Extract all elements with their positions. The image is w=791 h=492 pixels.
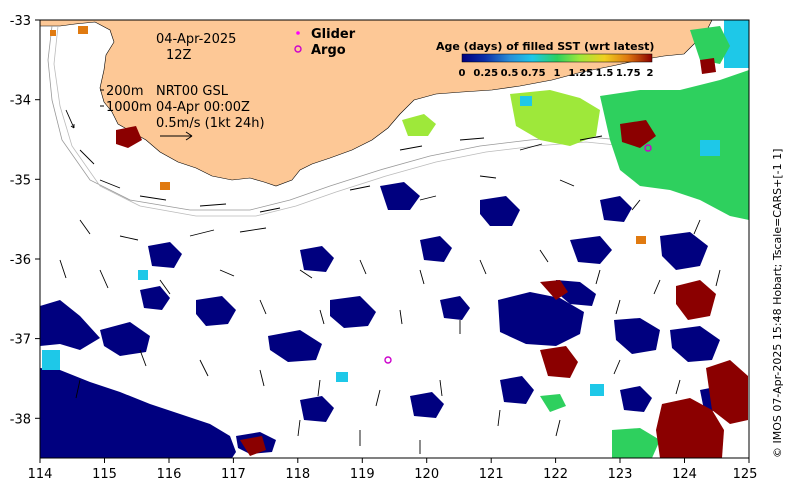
x-tick-label: 116 [157, 467, 182, 482]
y-tick-label: -37 [10, 333, 31, 348]
product-time-label: 04-Apr 00:00Z [156, 100, 250, 115]
x-axis-labels: 114 115 116 117 118 119 120 121 122 123 … [28, 467, 758, 482]
colorbar-tick: 0.75 [521, 68, 546, 79]
argo-legend-label: Argo [311, 43, 346, 58]
depth-1000-label: 1000m [106, 100, 152, 115]
y-axis-ticks [35, 19, 40, 419]
x-tick-label: 119 [350, 467, 375, 482]
age-one-regions [402, 26, 749, 458]
map-date: 04-Apr-2025 [156, 32, 236, 47]
colorbar-tick: 0 [459, 68, 466, 79]
argo-float-marker[interactable] [644, 144, 652, 152]
age-orange-specks [50, 26, 646, 244]
x-tick-label: 117 [221, 467, 246, 482]
colorbar [461, 53, 653, 63]
x-tick-label: 120 [414, 467, 439, 482]
depth-legend-ticks [100, 89, 104, 107]
y-tick-label: -35 [10, 173, 31, 188]
glider-legend-icon [296, 31, 300, 35]
current-vectors [59, 109, 721, 454]
map-hour: 12Z [166, 48, 192, 63]
colorbar-tick: 0.25 [473, 68, 498, 79]
colorbar-tick: 2 [647, 68, 654, 79]
age-light-blue-regions [42, 96, 720, 396]
age-two-regions [116, 58, 748, 458]
y-axis-labels: -33 -34 -35 -36 -37 -38 [10, 14, 31, 427]
y-tick-label: -34 [10, 94, 31, 109]
y-tick-label: -33 [10, 14, 31, 29]
colorbar-title: Age (days) of filled SST (wrt latest) [436, 40, 654, 53]
x-tick-label: 118 [285, 467, 310, 482]
credit-text: © IMOS 07-Apr-2025 15:48 Hobart; Tscale=… [771, 149, 784, 458]
x-tick-label: 121 [479, 467, 504, 482]
colorbar-tick-labels: 0 0.25 0.5 0.75 1 1.25 1.5 1.75 2 [459, 68, 654, 79]
x-tick-label: 125 [733, 467, 758, 482]
colorbar-tick: 1.5 [596, 68, 614, 79]
product-label: NRT00 GSL [156, 84, 229, 99]
colorbar-tick: 1.75 [616, 68, 641, 79]
age-zero-regions [40, 182, 732, 458]
x-tick-label: 114 [28, 467, 53, 482]
velocity-scale-label: 0.5m/s (1kt 24h) [156, 116, 265, 131]
x-tick-label: 124 [672, 467, 697, 482]
plot-frame [39, 19, 750, 459]
colorbar-tick: 1.25 [568, 68, 593, 79]
y-tick-label: -36 [10, 253, 31, 268]
x-tick-label: 115 [92, 467, 117, 482]
y-tick-label: -38 [10, 412, 31, 427]
x-axis-ticks [39, 458, 750, 463]
depth-200-label: 200m [106, 84, 143, 99]
velocity-scale-arrow [160, 131, 193, 141]
argo-float-marker[interactable] [384, 356, 392, 364]
x-tick-label: 123 [608, 467, 633, 482]
argo-legend-icon [294, 45, 302, 53]
colorbar-tick: 1 [554, 68, 561, 79]
glider-legend-label: Glider [311, 27, 356, 42]
colorbar-tick: 0.5 [501, 68, 519, 79]
x-tick-label: 122 [543, 467, 568, 482]
